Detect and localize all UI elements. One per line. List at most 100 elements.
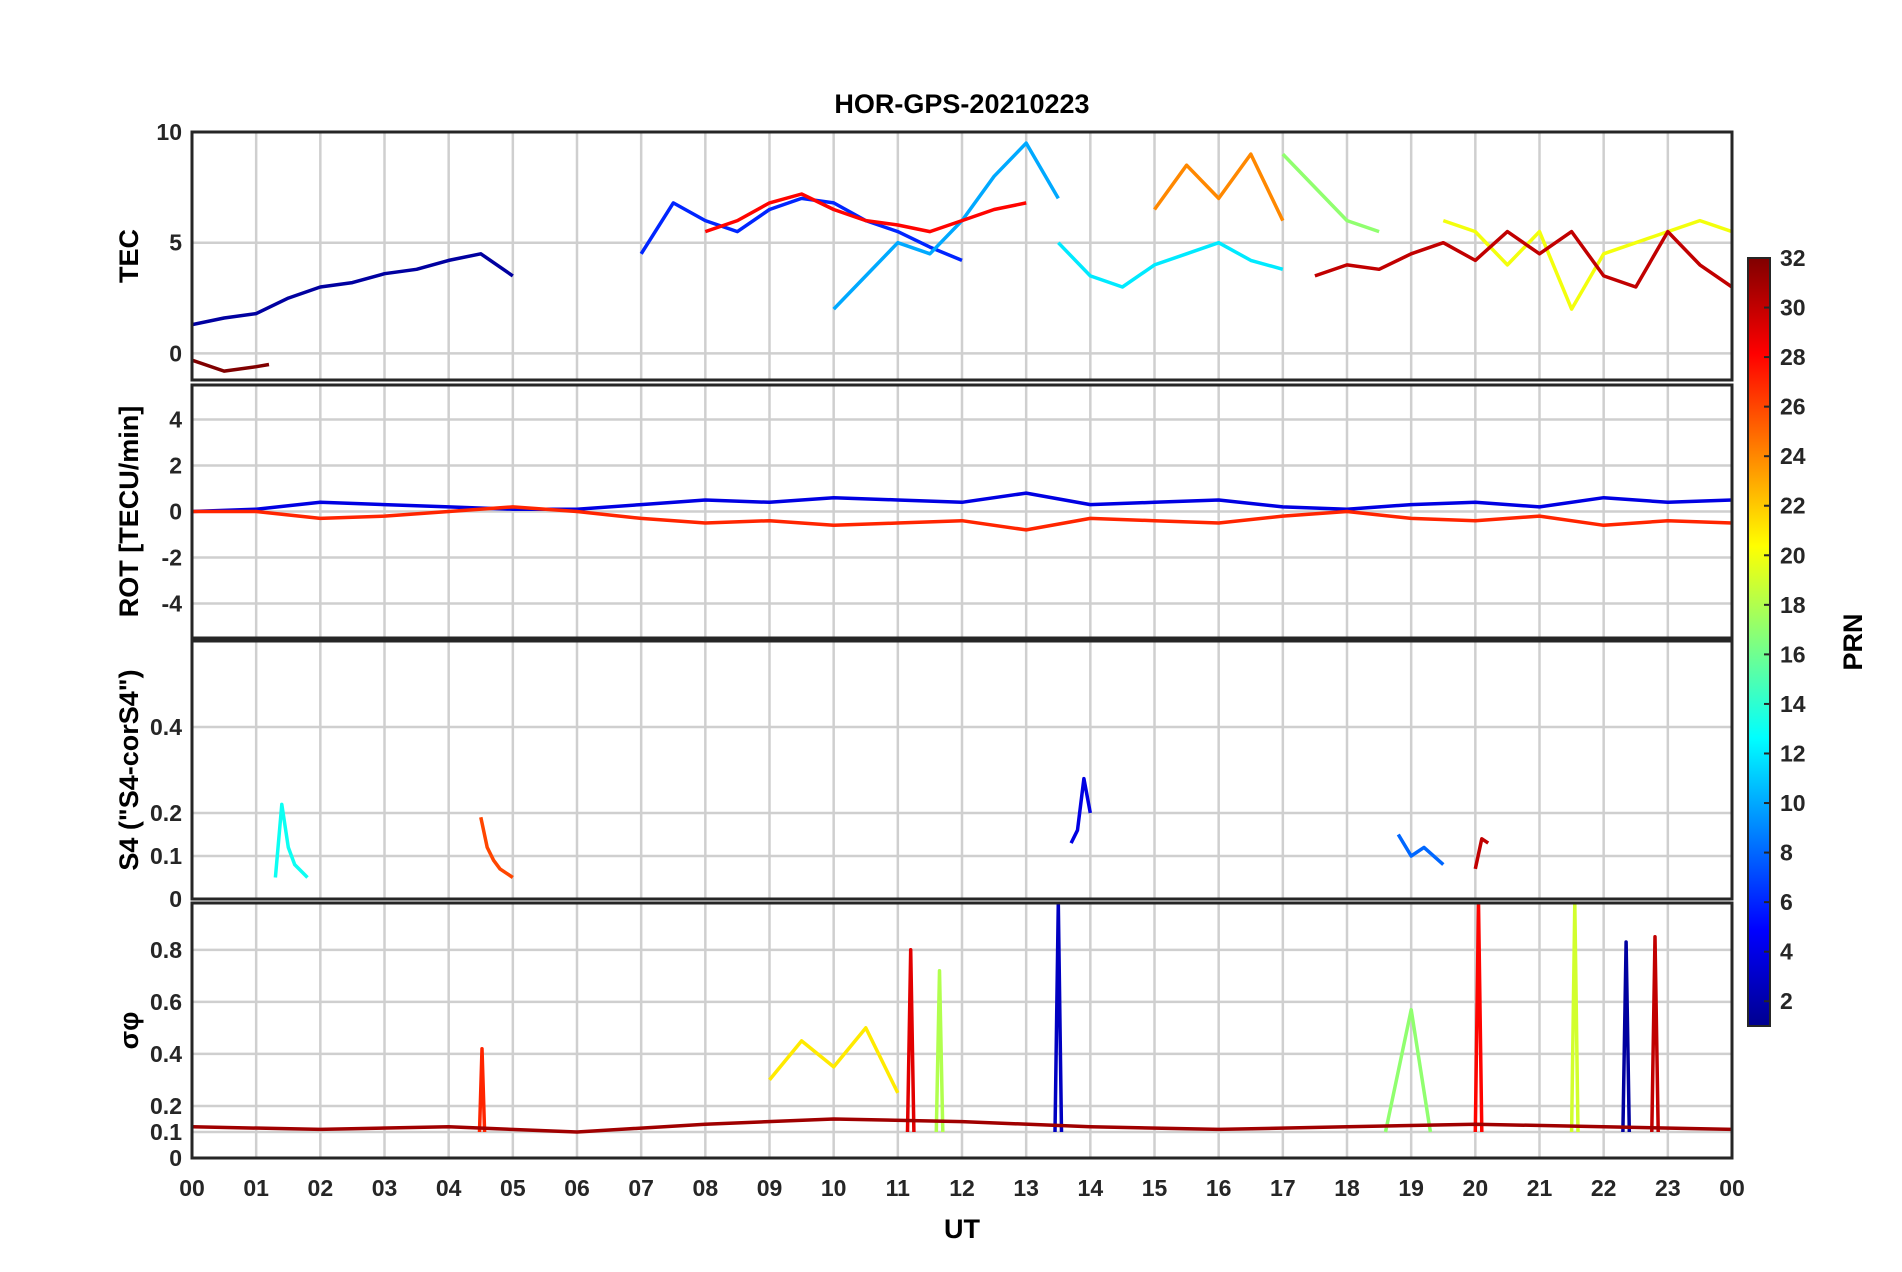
x-tick-label: 07 [628,1175,654,1201]
y-tick-label: 10 [156,119,182,145]
series-prn-30 [1314,229,1732,289]
y-axis-label: S4 ("S4-corS4") [114,669,144,870]
x-tick-label: 05 [500,1175,526,1201]
series-prn-17 [1383,1007,1433,1133]
series-prn-12 [1057,240,1284,289]
y-axis-label: TEC [114,229,144,283]
series-prn-6 [639,196,963,263]
colorbar-tick-label: 28 [1780,344,1806,370]
x-tick-label: 17 [1270,1175,1296,1201]
grid-x [254,641,1670,899]
x-tick-label: 14 [1078,1175,1104,1201]
y-tick-label: 0.8 [150,937,182,963]
x-tick-label: 00 [179,1175,205,1201]
y-tick-label: 4 [169,407,182,433]
colorbar-tick-label: 32 [1780,245,1806,271]
colorbar-tick-label: 24 [1780,443,1806,469]
series-prn-4 [192,491,1732,514]
x-tick-label: 04 [436,1175,462,1201]
axes-frame [190,383,1734,640]
y-tick-label: 0.1 [150,1119,182,1145]
x-tick-label: 03 [372,1175,398,1201]
axes-frame [190,639,1734,901]
colorbar-gradient [1747,257,1771,1027]
series-prn-27 [477,1046,487,1133]
chart-title: HOR-GPS-20210223 [834,89,1089,119]
series-prn-28 [704,192,1027,234]
x-tick-label: 12 [949,1175,975,1201]
y-axis-label: σφ [114,1012,144,1050]
y-tick-label: 0 [169,1145,182,1171]
y-tick-label: 0 [169,340,182,366]
axes-frame [190,130,1734,382]
y-tick-label: -4 [162,591,183,617]
grid-x [254,903,1670,1158]
series-prn-2 [1621,940,1632,1133]
colorbar-label: PRN [1838,613,1868,670]
series-group [192,903,1732,1134]
x-tick-label: 06 [564,1175,590,1201]
x-tick-label: 23 [1655,1175,1681,1201]
colorbar-tick-label: 2 [1780,988,1793,1014]
colorbar-tick-label: 22 [1780,493,1806,519]
y-tick-label: 2 [169,453,182,479]
series-prn-8 [1396,833,1445,866]
series-prn-32 [192,358,270,373]
y-tick-label: 0 [169,499,182,525]
x-tick-label: 16 [1206,1175,1232,1201]
y-ticks: 0 0.1 0.2 0.4 [150,714,182,912]
colorbar-tick-label: 6 [1780,889,1793,915]
x-tick-label: 10 [821,1175,847,1201]
y-tick-label: 5 [169,230,182,256]
x-axis-label: UT [944,1214,980,1244]
axes-frame [190,901,1734,1160]
x-tick-label: 00 [1719,1175,1745,1201]
series-prn-28 [1473,903,1484,1133]
series-prn-13 [273,802,309,879]
x-tick-label: 11 [886,1175,911,1201]
y-ticks: 00.10.2 0.4 0.6 0.8 [150,937,182,1171]
series-prn-30 [1473,837,1490,870]
series-prn-31 [192,1117,1732,1134]
y-tick-label: 0.4 [150,1041,182,1067]
y-axis-label: ROT [TECU/min] [114,406,144,617]
series-prn-27 [192,505,1732,532]
series-prn-2 [192,252,514,327]
x-tick-label: 21 [1527,1175,1553,1201]
colorbar-tick-label: 20 [1780,542,1806,568]
colorbar-tick-label: 16 [1780,641,1806,667]
x-tick-label: 15 [1142,1175,1168,1201]
series-group [273,776,1490,879]
series-prn-21 [768,1026,900,1094]
series-prn-18 [934,968,945,1133]
x-tick-label: 18 [1334,1175,1360,1201]
y-tick-label: 0.6 [150,989,182,1015]
y-tick-label: 0 [169,886,182,912]
colorbar-tick-label: 4 [1780,939,1793,965]
series-group [192,491,1732,532]
series-prn-30 [1650,935,1660,1133]
x-tick-label: 20 [1463,1175,1489,1201]
series-prn-24 [1153,152,1285,222]
series-prn-29 [905,948,916,1133]
y-ticks: -4 -2 0 2 4 [162,407,183,617]
x-tick-label: 02 [308,1175,334,1201]
grid-x [254,132,1670,380]
y-tick-label: 0.1 [150,843,182,869]
panel-rot: -4 -2 0 2 4 ROT [TECU/min] [114,383,1734,640]
x-tick-label: 19 [1398,1175,1424,1201]
series-prn-17 [1281,152,1380,234]
colorbar-tick-label: 8 [1780,840,1793,866]
series-prn-4 [1069,776,1093,844]
y-ticks: 0 5 10 [156,119,182,366]
panel-sigma-phi: 00.10.2 0.4 0.6 0.8 σφ [114,901,1734,1171]
x-tick-label: 22 [1591,1175,1617,1201]
grid-y [192,241,1732,355]
colorbar-tick-label: 18 [1780,592,1806,618]
y-tick-label: -2 [162,545,182,571]
panel-s4: 0 0.1 0.2 0.4S4 ("S4-corS4") [114,639,1734,912]
colorbar-tick-label: 26 [1780,394,1806,420]
x-ticks: 00 01 02 03 04 05 06 07 08 09 10 11 12 13 14 15 16 17 18 19… [179,1175,1745,1201]
